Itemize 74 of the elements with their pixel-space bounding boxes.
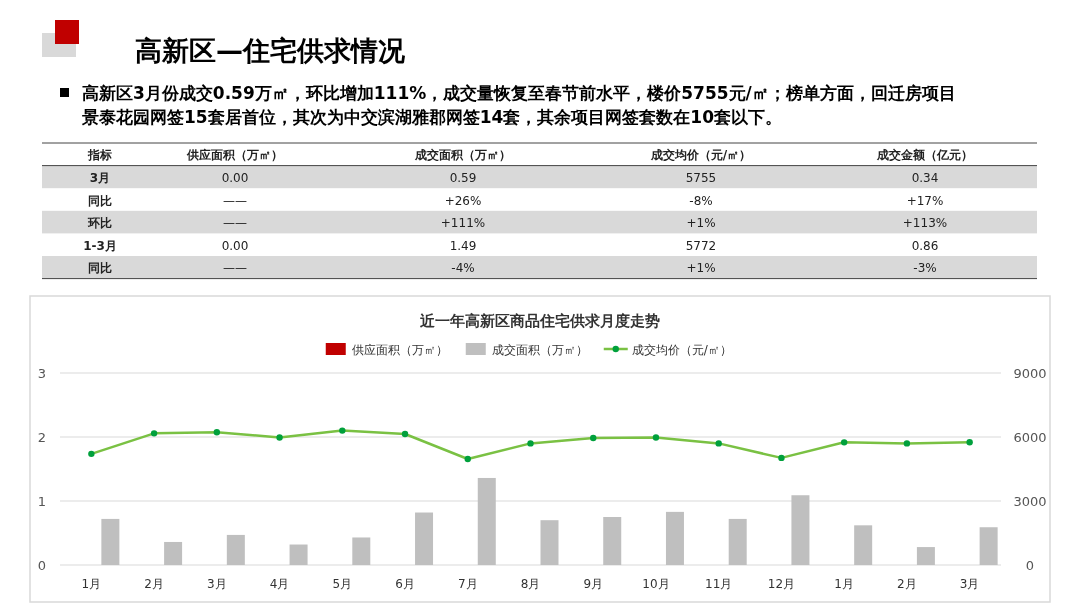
- legend-label: 供应面积（万㎡）: [351, 343, 448, 357]
- x-tick-label: 1月: [81, 577, 102, 591]
- bar: [540, 520, 559, 565]
- text: -3%: [913, 261, 937, 276]
- text: 0.34: [911, 170, 939, 185]
- x-tick-label: 5月: [332, 577, 353, 591]
- bar: [352, 537, 371, 565]
- text: 高新区—住宅供求情况: [135, 35, 406, 66]
- x-tick-label: 1月: [834, 577, 854, 591]
- y-tick-label: 0: [37, 558, 47, 573]
- text: 5755: [685, 170, 717, 185]
- text: +26%: [444, 193, 482, 208]
- bar: [979, 527, 998, 565]
- x-tick-label: 2月: [897, 577, 917, 591]
- x-tick-label: 8月: [520, 577, 541, 591]
- x-tick-label: 3月: [207, 577, 227, 591]
- bar: [289, 544, 308, 565]
- text: 高新区3月份成交0.59万㎡，环比增加111%，成交量恢复至春节前水平，楼价5755元/㎡；榜单方面，回迁房项目景泰花园网签15套居首位，其次为中交滨湖雅郡网签14套，其余项目网签套数在10套以下。: [81, 83, 956, 127]
- y2-tick-label: 9000: [1013, 366, 1047, 381]
- bar: [101, 518, 120, 565]
- bar: [665, 511, 684, 565]
- text: 0.59: [449, 170, 477, 185]
- bar: [226, 534, 245, 565]
- y2-tick-label: 3000: [1013, 494, 1047, 509]
- y-tick-label: 1: [37, 494, 47, 509]
- bar: [477, 477, 496, 565]
- legend-label: 成交均价（元/㎡）: [631, 343, 732, 357]
- text: 成交均价（元/㎡）: [649, 148, 752, 163]
- text: 同比: [88, 261, 112, 276]
- text: -4%: [451, 261, 475, 276]
- text: +17%: [906, 193, 944, 208]
- text: 3月: [89, 170, 111, 185]
- legend-label: 成交面积（万㎡）: [491, 343, 588, 357]
- text: 指标: [87, 148, 112, 163]
- text: 0.00: [221, 238, 249, 253]
- text: 1.49: [449, 238, 477, 253]
- bar: [603, 517, 622, 565]
- bar: [728, 518, 747, 565]
- chart-title: 近一年高新区商品住宅供求月度走势: [419, 312, 660, 330]
- text: +111%: [440, 216, 486, 231]
- text: 供应面积（万㎡）: [186, 148, 283, 163]
- y-tick-label: 2: [37, 430, 47, 445]
- x-tick-label: 9月: [583, 577, 604, 591]
- y-tick-label: 3: [37, 366, 47, 381]
- text: 成交面积（万㎡）: [414, 148, 511, 163]
- text: +113%: [902, 216, 948, 231]
- x-tick-label: 4月: [269, 577, 290, 591]
- y2-tick-label: 6000: [1013, 430, 1047, 445]
- text: 同比: [88, 193, 112, 208]
- text: 1-3月: [83, 238, 117, 253]
- text: ——: [223, 216, 247, 231]
- text: 环比: [87, 216, 112, 231]
- text: 0.00: [221, 170, 249, 185]
- x-tick-label: 12月: [767, 577, 796, 591]
- bar: [854, 525, 873, 565]
- bar: [916, 547, 935, 565]
- text: -8%: [689, 193, 713, 208]
- text: 5772: [685, 238, 717, 253]
- x-tick-label: 3月: [959, 577, 980, 591]
- bar: [791, 495, 810, 565]
- x-tick-label: 2月: [144, 577, 164, 591]
- x-tick-label: 7月: [457, 577, 478, 591]
- bar: [415, 512, 434, 565]
- text: +1%: [686, 261, 716, 276]
- y2-tick-label: 0: [1025, 558, 1035, 573]
- x-tick-label: 10月: [642, 577, 670, 591]
- bar: [164, 541, 183, 565]
- x-tick-label: 6月: [395, 577, 415, 591]
- text: 成交金额（亿元）: [876, 148, 973, 163]
- text: ——: [223, 193, 247, 208]
- text: +1%: [686, 216, 716, 231]
- text: ——: [223, 261, 247, 276]
- x-tick-label: 11月: [705, 577, 733, 591]
- text: 0.86: [911, 238, 939, 253]
